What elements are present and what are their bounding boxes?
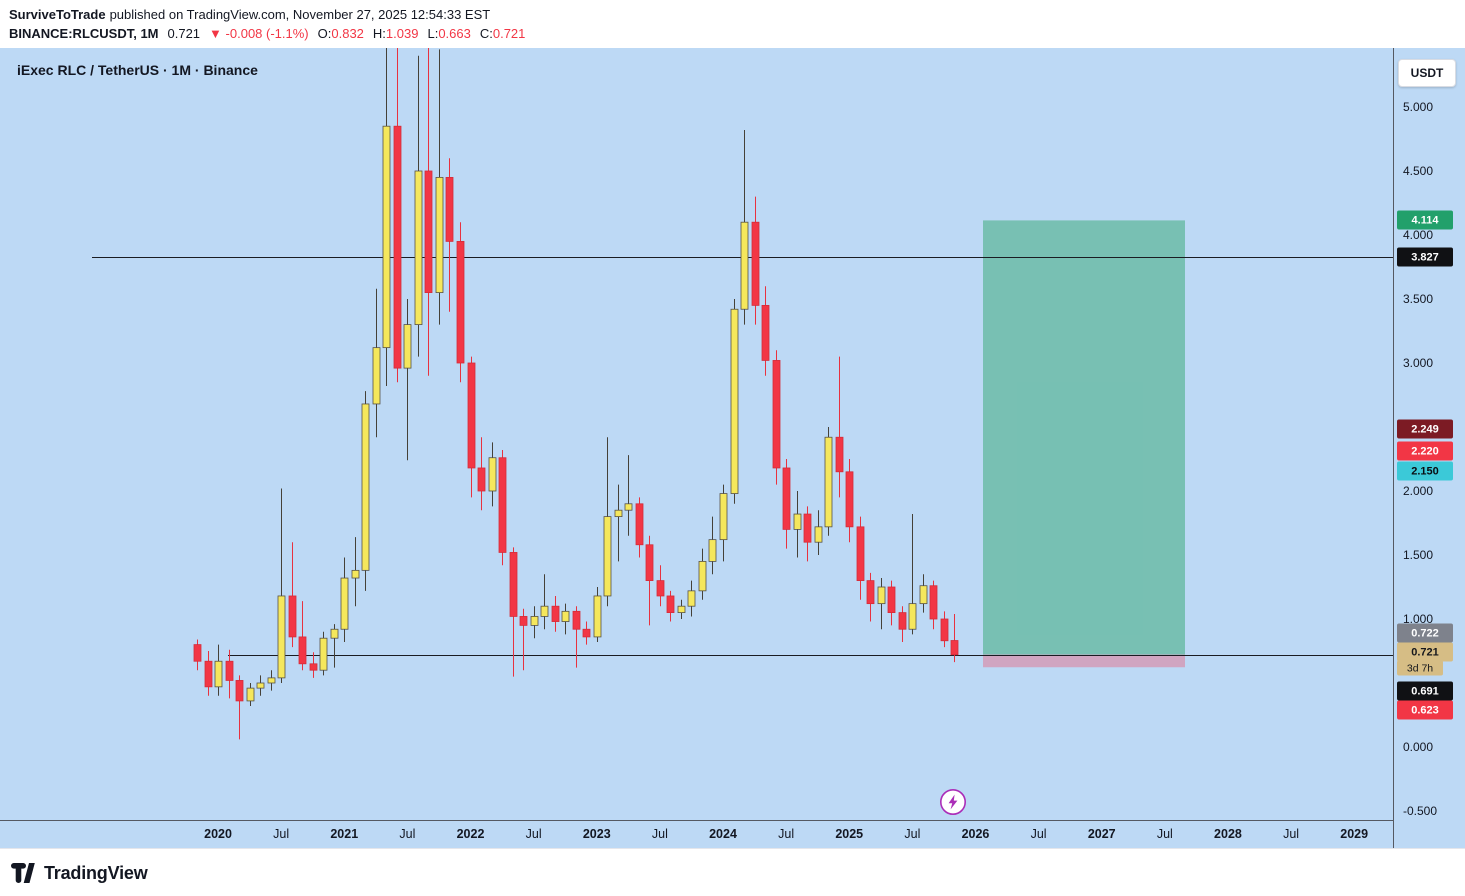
price-tick-2.000: 2.000 (1403, 484, 1434, 498)
chart-canvas[interactable] (0, 48, 1393, 820)
price-tick-5.000: 5.000 (1403, 100, 1434, 114)
price-label-0.722: 0.722 (1397, 623, 1453, 643)
price-axis[interactable]: USDT 5.000 4.500 4.000 3.500 3.000 2.000 1.500… (1393, 48, 1465, 848)
brand-name: TradingView (44, 862, 148, 883)
time-tick-Jul: Jul (1030, 827, 1047, 841)
price-tick-4.000: 4.000 (1403, 228, 1434, 242)
long-position-profit-zone[interactable] (983, 220, 1185, 655)
time-tick-Jul: Jul (399, 827, 416, 841)
time-tick-Jul: Jul (273, 827, 290, 841)
symbol-name: BINANCE:RLCUSDT, 1M (9, 26, 159, 41)
price-label-3d 7h: 3d 7h (1397, 660, 1443, 676)
price-tick-1.000: 1.000 (1403, 612, 1434, 626)
author-name: SurviveToTrade (9, 7, 106, 22)
time-tick-Jul: Jul (904, 827, 921, 841)
change-value: -0.008 (-1.1%) (225, 26, 309, 41)
time-tick-2022: 2022 (456, 827, 485, 841)
time-tick-2023: 2023 (582, 827, 611, 841)
price-label-3.827: 3.827 (1397, 247, 1453, 267)
price-tick-1.500: 1.500 (1403, 548, 1434, 562)
published-text: published on TradingView.com, November 2… (109, 7, 491, 22)
price-tick-4.500: 4.500 (1403, 164, 1434, 178)
time-tick-Jul: Jul (651, 827, 668, 841)
down-arrow-icon: ▼ (209, 26, 222, 41)
time-tick-Jul: Jul (1156, 827, 1173, 841)
chart-legend: iExec RLC / TetherUS · 1M · Binance (17, 62, 258, 78)
ohlc-open: O:0.832 (317, 26, 364, 41)
time-tick-2020: 2020 (204, 827, 232, 841)
symbol-info-bar: BINANCE:RLCUSDT, 1M 0.721 ▼ -0.008 (-1.1… (9, 26, 525, 41)
price-label-0.721: 0.721 (1397, 642, 1453, 662)
time-tick-2027: 2027 (1087, 827, 1116, 841)
long-position-stop-zone[interactable] (983, 654, 1185, 668)
footer: TradingView (0, 848, 1465, 896)
price-change: ▼ -0.008 (-1.1%) (209, 26, 309, 41)
publish-byline: SurviveToTrade published on TradingView.c… (9, 7, 490, 22)
price-label-2.249: 2.249 (1397, 419, 1453, 439)
tradingview-logo-icon (11, 863, 35, 883)
time-tick-Jul: Jul (778, 827, 795, 841)
last-price: 0.721 (167, 26, 201, 41)
time-tick-2021: 2021 (330, 827, 359, 841)
price-label-4.114: 4.114 (1397, 210, 1453, 230)
currency-toggle-button[interactable]: USDT (1398, 59, 1456, 87)
price-tick-3.000: 3.000 (1403, 356, 1434, 370)
time-tick-Jul: Jul (525, 827, 542, 841)
time-axis[interactable]: 2020 Jul 2021 Jul 2022 Jul 2023 Jul 2024 Jul 2025 J… (0, 820, 1465, 849)
price-label-0.691: 0.691 (1397, 681, 1453, 701)
price-tick-0.000: 0.000 (1403, 740, 1434, 754)
time-tick-2028: 2028 (1214, 827, 1242, 841)
time-tick-2026: 2026 (961, 827, 990, 841)
price-tick--0.500: -0.500 (1403, 804, 1438, 818)
publish-header: SurviveToTrade published on TradingView.c… (0, 0, 1465, 48)
price-tick-3.500: 3.500 (1403, 292, 1434, 306)
price-label-2.220: 2.220 (1397, 441, 1453, 461)
price-label-2.150: 2.150 (1397, 461, 1453, 481)
ohlc-high: H:1.039 (372, 26, 419, 41)
time-tick-2024: 2024 (709, 827, 737, 841)
time-tick-Jul: Jul (1283, 827, 1300, 841)
lightning-bolt-icon (940, 789, 966, 815)
candles (193, 48, 959, 740)
time-tick-2029: 2029 (1340, 827, 1369, 841)
time-tick-2025: 2025 (835, 827, 864, 841)
boost-button[interactable] (939, 788, 967, 816)
ohlc-low: L:0.663 (427, 26, 471, 41)
ohlc-close: C:0.721 (479, 26, 526, 41)
price-label-0.623: 0.623 (1397, 700, 1453, 720)
chart-region[interactable]: iExec RLC / TetherUS · 1M · Binance (0, 48, 1465, 820)
